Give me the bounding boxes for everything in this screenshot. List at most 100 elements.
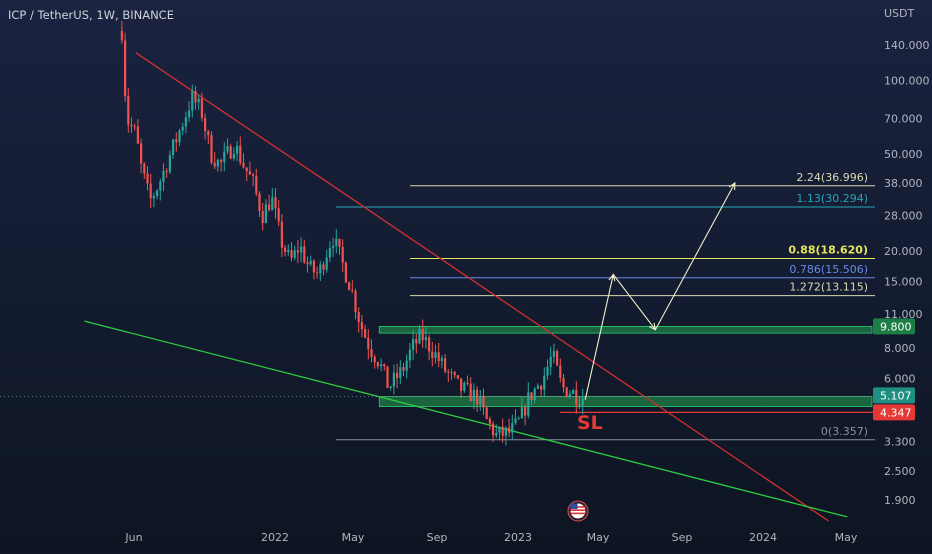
candle-body[interactable] bbox=[530, 392, 533, 400]
candle-body[interactable] bbox=[344, 262, 347, 283]
candle-body[interactable] bbox=[376, 362, 379, 367]
candle-body[interactable] bbox=[312, 260, 315, 273]
candle-body[interactable] bbox=[559, 365, 562, 379]
candle-body[interactable] bbox=[319, 264, 322, 274]
candle-body[interactable] bbox=[520, 407, 523, 419]
candle-body[interactable] bbox=[149, 183, 152, 199]
candle-body[interactable] bbox=[322, 264, 325, 270]
candle-body[interactable] bbox=[482, 395, 485, 408]
upper-zone[interactable] bbox=[378, 325, 873, 334]
candle-body[interactable] bbox=[476, 389, 479, 405]
candle-body[interactable] bbox=[287, 250, 290, 252]
candle-body[interactable] bbox=[261, 211, 264, 224]
candle-body[interactable] bbox=[277, 208, 280, 222]
lower-zone[interactable] bbox=[378, 396, 873, 407]
candle-body[interactable] bbox=[242, 162, 245, 168]
candle-body[interactable] bbox=[498, 426, 501, 433]
candle-body[interactable] bbox=[136, 126, 139, 144]
candle-body[interactable] bbox=[389, 386, 392, 388]
candle-body[interactable] bbox=[402, 367, 405, 371]
candle-body[interactable] bbox=[456, 375, 459, 379]
candle-body[interactable] bbox=[300, 246, 303, 253]
candle-body[interactable] bbox=[159, 181, 162, 191]
candle-body[interactable] bbox=[133, 126, 136, 128]
candle-body[interactable] bbox=[479, 395, 482, 405]
candle-body[interactable] bbox=[268, 204, 271, 211]
candle-body[interactable] bbox=[290, 250, 293, 258]
candle-body[interactable] bbox=[418, 328, 421, 344]
candle-body[interactable] bbox=[488, 418, 491, 424]
candle-body[interactable] bbox=[447, 371, 450, 373]
downtrend-trendline[interactable] bbox=[135, 52, 829, 522]
candle-body[interactable] bbox=[517, 418, 520, 420]
candle-body[interactable] bbox=[367, 337, 370, 349]
candle-body[interactable] bbox=[450, 372, 453, 374]
candle-body[interactable] bbox=[575, 390, 578, 405]
candle-body[interactable] bbox=[178, 130, 181, 143]
candle-body[interactable] bbox=[504, 427, 507, 436]
candle-body[interactable] bbox=[207, 131, 210, 136]
candle-body[interactable] bbox=[229, 146, 232, 159]
candle-body[interactable] bbox=[162, 170, 165, 182]
candle-body[interactable] bbox=[543, 375, 546, 390]
candle-body[interactable] bbox=[239, 145, 242, 163]
candle-body[interactable] bbox=[511, 423, 514, 433]
candle-body[interactable] bbox=[466, 382, 469, 384]
candle-body[interactable] bbox=[348, 282, 351, 291]
candle-body[interactable] bbox=[453, 372, 456, 376]
candle-body[interactable] bbox=[527, 392, 530, 416]
candle-body[interactable] bbox=[306, 262, 309, 265]
candle-body[interactable] bbox=[325, 257, 328, 270]
candle-body[interactable] bbox=[434, 352, 437, 358]
candle-body[interactable] bbox=[396, 372, 399, 379]
candle-body[interactable] bbox=[120, 30, 123, 41]
candle-body[interactable] bbox=[524, 407, 527, 416]
candle-body[interactable] bbox=[428, 337, 431, 352]
candle-body[interactable] bbox=[194, 91, 197, 103]
candle-body[interactable] bbox=[581, 398, 584, 406]
candle-body[interactable] bbox=[357, 312, 360, 323]
candle-body[interactable] bbox=[332, 245, 335, 249]
us-flag-icon[interactable] bbox=[567, 500, 589, 522]
candle-body[interactable] bbox=[565, 387, 568, 397]
candle-body[interactable] bbox=[373, 356, 376, 363]
candle-body[interactable] bbox=[469, 383, 472, 402]
candle-body[interactable] bbox=[386, 366, 389, 388]
candle-body[interactable] bbox=[130, 124, 133, 127]
candle-body[interactable] bbox=[514, 418, 517, 423]
candle-body[interactable] bbox=[405, 360, 408, 371]
candle-body[interactable] bbox=[431, 351, 434, 358]
candle-body[interactable] bbox=[354, 290, 357, 313]
candle-body[interactable] bbox=[364, 329, 367, 338]
candle-body[interactable] bbox=[341, 246, 344, 263]
candle-body[interactable] bbox=[335, 238, 338, 246]
candle-body[interactable] bbox=[492, 423, 495, 436]
candle-body[interactable] bbox=[495, 432, 498, 436]
candle-body[interactable] bbox=[156, 190, 159, 197]
price-tag[interactable] bbox=[873, 387, 915, 404]
candle-body[interactable] bbox=[399, 367, 402, 379]
candle-body[interactable] bbox=[578, 404, 581, 406]
candle-body[interactable] bbox=[549, 356, 552, 367]
candle-body[interactable] bbox=[472, 389, 475, 402]
candle-body[interactable] bbox=[536, 385, 539, 389]
candle-body[interactable] bbox=[501, 426, 504, 436]
candle-body[interactable] bbox=[280, 221, 283, 248]
candle-body[interactable] bbox=[127, 96, 130, 125]
candle-body[interactable] bbox=[200, 98, 203, 118]
candle-body[interactable] bbox=[271, 197, 274, 211]
candle-body[interactable] bbox=[184, 117, 187, 127]
candle-body[interactable] bbox=[168, 155, 171, 172]
candle-body[interactable] bbox=[165, 170, 168, 172]
candle-body[interactable] bbox=[248, 171, 251, 175]
candle-body[interactable] bbox=[440, 358, 443, 362]
candle-body[interactable] bbox=[556, 351, 559, 366]
candle-body[interactable] bbox=[264, 204, 267, 224]
candle-body[interactable] bbox=[146, 173, 149, 184]
candle-body[interactable] bbox=[197, 98, 200, 103]
candle-body[interactable] bbox=[540, 385, 543, 390]
candle-body[interactable] bbox=[143, 163, 146, 174]
candle-body[interactable] bbox=[140, 143, 143, 164]
support-trendline[interactable] bbox=[84, 320, 848, 518]
